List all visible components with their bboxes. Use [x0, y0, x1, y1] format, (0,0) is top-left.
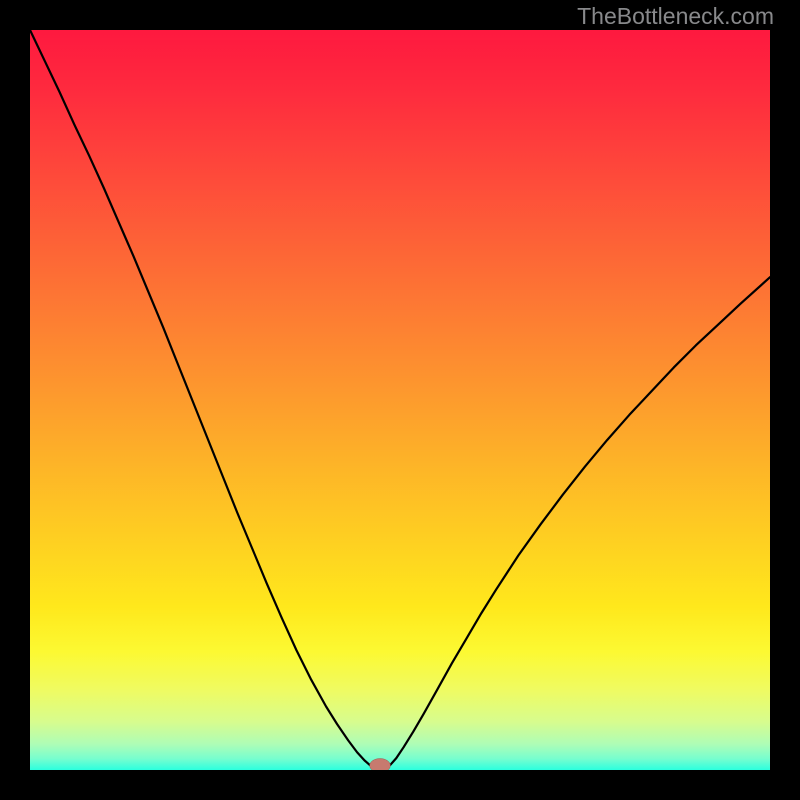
frame-bottom — [0, 770, 800, 800]
frame-left — [0, 0, 30, 800]
watermark-text: TheBottleneck.com — [577, 3, 774, 30]
frame-right — [770, 0, 800, 800]
gradient-background — [30, 30, 770, 770]
bottleneck-chart — [0, 0, 800, 800]
